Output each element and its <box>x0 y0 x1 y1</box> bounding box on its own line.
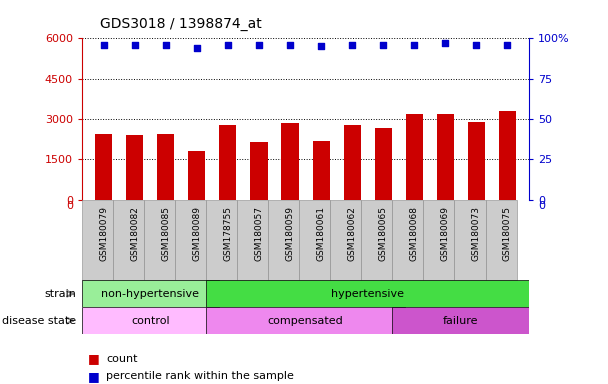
Bar <box>330 200 361 280</box>
Text: GSM180073: GSM180073 <box>472 206 481 261</box>
Bar <box>206 280 529 307</box>
Point <box>502 42 512 48</box>
Text: strain: strain <box>44 289 76 299</box>
Text: hypertensive: hypertensive <box>331 289 404 299</box>
Text: ■: ■ <box>88 353 100 366</box>
Text: failure: failure <box>443 316 478 326</box>
Point <box>161 42 171 48</box>
Text: GSM180057: GSM180057 <box>255 206 263 261</box>
Bar <box>299 200 330 280</box>
Bar <box>113 200 144 280</box>
Bar <box>486 200 517 280</box>
Text: compensated: compensated <box>268 316 344 326</box>
Bar <box>82 280 219 307</box>
Text: disease state: disease state <box>2 316 76 326</box>
Point <box>192 45 202 51</box>
Text: percentile rank within the sample: percentile rank within the sample <box>106 371 294 381</box>
Text: ■: ■ <box>88 370 100 383</box>
Text: control: control <box>131 316 170 326</box>
Text: count: count <box>106 354 138 364</box>
Text: GSM180065: GSM180065 <box>379 206 388 261</box>
Bar <box>250 142 268 200</box>
Text: GSM180062: GSM180062 <box>348 206 356 261</box>
Text: GSM180089: GSM180089 <box>192 206 201 261</box>
Text: GSM180085: GSM180085 <box>161 206 170 261</box>
Bar <box>126 135 143 200</box>
Text: GSM180069: GSM180069 <box>441 206 450 261</box>
Point <box>440 40 450 46</box>
Text: GSM180068: GSM180068 <box>410 206 419 261</box>
Text: GSM180059: GSM180059 <box>286 206 294 261</box>
Bar <box>361 200 392 280</box>
Point <box>223 42 233 48</box>
Bar <box>406 114 423 200</box>
Point <box>316 43 326 50</box>
Bar <box>219 125 237 200</box>
Bar <box>499 111 516 200</box>
Bar <box>455 200 486 280</box>
Text: GSM180079: GSM180079 <box>99 206 108 261</box>
Point <box>378 42 388 48</box>
Point <box>130 42 140 48</box>
Bar <box>423 200 455 280</box>
Bar <box>344 125 361 200</box>
Bar <box>268 200 299 280</box>
Bar <box>313 141 330 200</box>
Text: GSM180075: GSM180075 <box>503 206 512 261</box>
Point <box>254 42 264 48</box>
Text: non-hypertensive: non-hypertensive <box>102 289 199 299</box>
Point <box>285 42 295 48</box>
Bar <box>375 127 392 200</box>
Text: GSM178755: GSM178755 <box>223 206 232 261</box>
Bar <box>95 134 112 200</box>
Bar <box>206 307 405 334</box>
Bar <box>144 200 175 280</box>
Bar <box>237 200 268 280</box>
Bar <box>206 200 237 280</box>
Text: 0: 0 <box>538 201 545 211</box>
Text: 0: 0 <box>66 201 73 211</box>
Text: GSM180082: GSM180082 <box>130 206 139 261</box>
Bar <box>392 200 423 280</box>
Bar <box>82 307 219 334</box>
Bar <box>468 122 485 200</box>
Bar <box>175 200 206 280</box>
Bar <box>392 307 529 334</box>
Text: GDS3018 / 1398874_at: GDS3018 / 1398874_at <box>100 17 262 31</box>
Point <box>99 42 109 48</box>
Point <box>347 42 357 48</box>
Bar <box>282 123 299 200</box>
Bar <box>188 151 206 200</box>
Point <box>471 42 481 48</box>
Point <box>409 42 419 48</box>
Bar <box>157 134 174 200</box>
Bar <box>437 114 454 200</box>
Bar <box>82 200 113 280</box>
Text: GSM180061: GSM180061 <box>317 206 325 261</box>
